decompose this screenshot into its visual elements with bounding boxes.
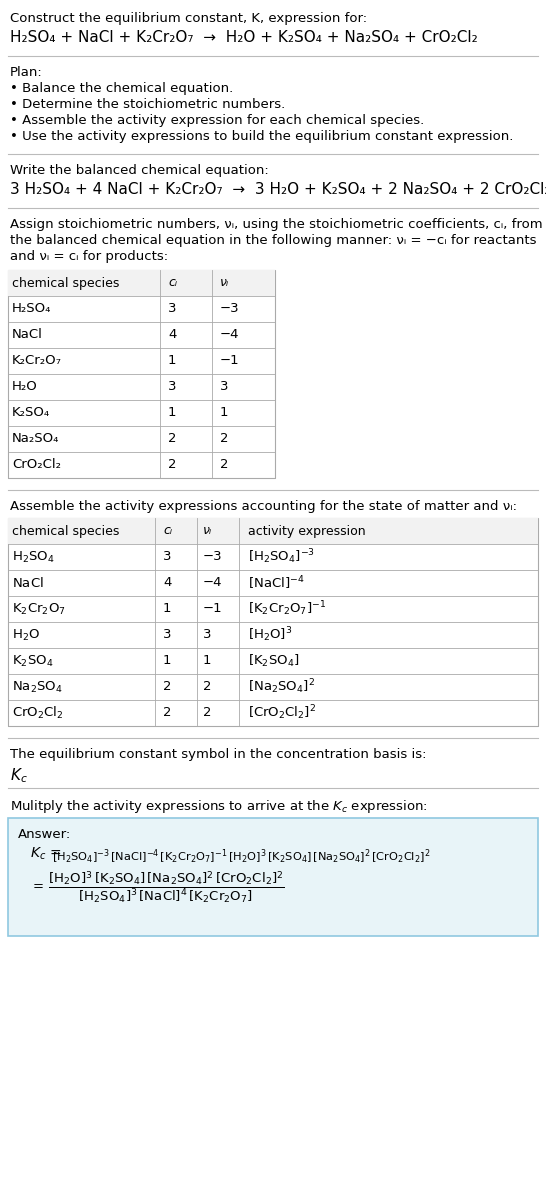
Text: $K_c$: $K_c$ (10, 766, 28, 784)
Text: 1: 1 (168, 406, 176, 419)
Text: H₂SO₄: H₂SO₄ (12, 302, 51, 315)
Text: The equilibrium constant symbol in the concentration basis is:: The equilibrium constant symbol in the c… (10, 748, 426, 761)
Text: Construct the equilibrium constant, K, expression for:: Construct the equilibrium constant, K, e… (10, 12, 367, 25)
Text: • Use the activity expressions to build the equilibrium constant expression.: • Use the activity expressions to build … (10, 130, 513, 143)
Text: 2: 2 (168, 458, 176, 471)
Text: $[\mathrm{H_2O}]^{3}$: $[\mathrm{H_2O}]^{3}$ (248, 626, 292, 645)
Text: Answer:: Answer: (18, 828, 71, 841)
Text: Na₂SO₄: Na₂SO₄ (12, 432, 60, 445)
Text: $[\mathrm{H_2SO_4}]^{-3}$: $[\mathrm{H_2SO_4}]^{-3}$ (248, 548, 315, 567)
Text: $[\mathrm{NaCl}]^{-4}$: $[\mathrm{NaCl}]^{-4}$ (248, 574, 305, 592)
Bar (8, 270, 275, 296)
Text: 3 H₂SO₄ + 4 NaCl + K₂Cr₂O₇  →  3 H₂O + K₂SO₄ + 2 Na₂SO₄ + 2 CrO₂Cl₂: 3 H₂SO₄ + 4 NaCl + K₂Cr₂O₇ → 3 H₂O + K₂S… (10, 182, 546, 197)
Text: Assign stoichiometric numbers, νᵢ, using the stoichiometric coefficients, cᵢ, fr: Assign stoichiometric numbers, νᵢ, using… (10, 218, 543, 231)
Text: CrO₂Cl₂: CrO₂Cl₂ (12, 458, 61, 471)
Text: activity expression: activity expression (248, 524, 366, 537)
Text: 2: 2 (220, 432, 228, 445)
Text: $\mathrm{NaCl}$: $\mathrm{NaCl}$ (12, 576, 44, 590)
Text: K₂SO₄: K₂SO₄ (12, 406, 50, 419)
Text: • Balance the chemical equation.: • Balance the chemical equation. (10, 81, 233, 94)
Text: $\mathrm{Na_2SO_4}$: $\mathrm{Na_2SO_4}$ (12, 679, 63, 694)
Bar (8, 270, 275, 478)
Text: 3: 3 (220, 380, 228, 393)
Text: Assemble the activity expressions accounting for the state of matter and νᵢ:: Assemble the activity expressions accoun… (10, 500, 517, 513)
Text: νᵢ: νᵢ (220, 276, 229, 289)
Text: 2: 2 (168, 432, 176, 445)
Text: $\mathrm{H_2SO_4}$: $\mathrm{H_2SO_4}$ (12, 549, 55, 565)
Text: cᵢ: cᵢ (168, 276, 177, 289)
Text: 3: 3 (168, 380, 176, 393)
Text: 3: 3 (163, 628, 171, 641)
Text: chemical species: chemical species (12, 524, 120, 537)
Text: $\mathrm{K_2Cr_2O_7}$: $\mathrm{K_2Cr_2O_7}$ (12, 601, 66, 616)
Text: 3: 3 (163, 550, 171, 563)
Text: NaCl: NaCl (12, 328, 43, 341)
Text: −1: −1 (220, 354, 240, 367)
Text: • Assemble the activity expression for each chemical species.: • Assemble the activity expression for e… (10, 115, 424, 128)
Text: νᵢ: νᵢ (203, 524, 212, 537)
Text: −4: −4 (220, 328, 240, 341)
Text: 4: 4 (168, 328, 176, 341)
Text: $[\mathrm{CrO_2Cl_2}]^{2}$: $[\mathrm{CrO_2Cl_2}]^{2}$ (248, 704, 316, 723)
Text: $\mathrm{CrO_2Cl_2}$: $\mathrm{CrO_2Cl_2}$ (12, 705, 63, 722)
Text: 1: 1 (220, 406, 228, 419)
Text: $[\mathrm{K_2Cr_2O_7}]^{-1}$: $[\mathrm{K_2Cr_2O_7}]^{-1}$ (248, 600, 326, 619)
Text: −1: −1 (203, 602, 223, 615)
Text: H₂O: H₂O (12, 380, 38, 393)
Text: $[\mathrm{H_2SO_4}]^{-3}\,[\mathrm{NaCl}]^{-4}\,[\mathrm{K_2Cr_2O_7}]^{-1}\,[\ma: $[\mathrm{H_2SO_4}]^{-3}\,[\mathrm{NaCl}… (52, 848, 430, 867)
Text: 1: 1 (168, 354, 176, 367)
Text: cᵢ: cᵢ (163, 524, 172, 537)
Text: H₂SO₄ + NaCl + K₂Cr₂O₇  →  H₂O + K₂SO₄ + Na₂SO₄ + CrO₂Cl₂: H₂SO₄ + NaCl + K₂Cr₂O₇ → H₂O + K₂SO₄ + N… (10, 30, 478, 45)
Text: 2: 2 (220, 458, 228, 471)
Text: K₂Cr₂O₇: K₂Cr₂O₇ (12, 354, 62, 367)
Text: 3: 3 (168, 302, 176, 315)
Text: Mulitply the activity expressions to arrive at the $K_c$ expression:: Mulitply the activity expressions to arr… (10, 798, 428, 815)
Text: 1: 1 (163, 602, 171, 615)
Text: −3: −3 (220, 302, 240, 315)
Text: 1: 1 (203, 654, 211, 667)
Bar (8, 818, 538, 937)
Text: 2: 2 (163, 680, 171, 693)
Text: $\mathrm{K_2SO_4}$: $\mathrm{K_2SO_4}$ (12, 653, 54, 668)
Text: 1: 1 (163, 654, 171, 667)
Bar (8, 518, 538, 544)
Bar (8, 518, 538, 726)
Text: $[\mathrm{K_2SO_4}]$: $[\mathrm{K_2SO_4}]$ (248, 653, 300, 670)
Text: Write the balanced chemical equation:: Write the balanced chemical equation: (10, 164, 269, 177)
Text: chemical species: chemical species (12, 276, 120, 289)
Text: the balanced chemical equation in the following manner: νᵢ = −cᵢ for reactants: the balanced chemical equation in the fo… (10, 234, 537, 247)
Text: • Determine the stoichiometric numbers.: • Determine the stoichiometric numbers. (10, 98, 285, 111)
Text: 3: 3 (203, 628, 211, 641)
Text: $K_c\, =$: $K_c\, =$ (30, 846, 62, 862)
Text: $[\mathrm{Na_2SO_4}]^{2}$: $[\mathrm{Na_2SO_4}]^{2}$ (248, 678, 315, 697)
Text: −4: −4 (203, 576, 223, 589)
Text: 4: 4 (163, 576, 171, 589)
Text: 2: 2 (203, 706, 211, 719)
Text: $\mathrm{H_2O}$: $\mathrm{H_2O}$ (12, 627, 40, 642)
Text: and νᵢ = cᵢ for products:: and νᵢ = cᵢ for products: (10, 250, 168, 263)
Text: 2: 2 (203, 680, 211, 693)
Text: $=\,\dfrac{[\mathrm{H_2O}]^{3}\,[\mathrm{K_2SO_4}]\,[\mathrm{Na_2SO_4}]^{2}\,[\m: $=\,\dfrac{[\mathrm{H_2O}]^{3}\,[\mathrm… (30, 870, 285, 906)
Text: Plan:: Plan: (10, 66, 43, 79)
Text: −3: −3 (203, 550, 223, 563)
Text: 2: 2 (163, 706, 171, 719)
